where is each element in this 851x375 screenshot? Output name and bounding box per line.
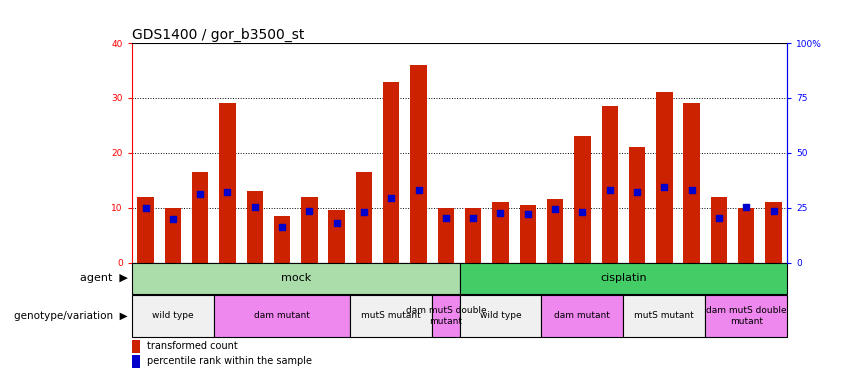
Bar [629, 147, 645, 262]
Bar [705, 295, 787, 337]
Text: mutS mutant: mutS mutant [635, 311, 694, 320]
Point [248, 204, 261, 210]
Text: GDS1400 / gor_b3500_st: GDS1400 / gor_b3500_st [132, 28, 305, 42]
Point [439, 214, 453, 220]
Bar [602, 106, 618, 262]
Point [466, 214, 480, 220]
Text: mutS mutant: mutS mutant [362, 311, 421, 320]
Point [603, 187, 616, 193]
Bar [437, 208, 454, 262]
Text: dam mutant: dam mutant [254, 311, 310, 320]
Text: agent  ▶: agent ▶ [80, 273, 128, 284]
Bar [247, 191, 263, 262]
Point [412, 187, 426, 193]
Bar [765, 202, 782, 262]
Bar [465, 208, 482, 262]
Bar [220, 104, 236, 262]
Text: wild type: wild type [152, 311, 194, 320]
Text: genotype/variation  ▶: genotype/variation ▶ [14, 311, 128, 321]
Point [275, 224, 288, 230]
Text: dam mutS double
mutant: dam mutS double mutant [406, 306, 486, 326]
Text: mock: mock [281, 273, 311, 284]
Bar [547, 200, 563, 262]
Point [193, 192, 207, 198]
Text: dam mutant: dam mutant [555, 311, 610, 320]
Point [767, 208, 780, 214]
Bar [410, 65, 427, 262]
Bar [356, 172, 372, 262]
Point [220, 189, 234, 195]
Bar [132, 263, 460, 294]
Point [521, 211, 534, 217]
Bar [623, 295, 705, 337]
Point [357, 209, 371, 215]
Text: wild type: wild type [480, 311, 522, 320]
Bar [574, 136, 591, 262]
Point [658, 184, 671, 190]
Point [548, 206, 562, 212]
Bar [132, 340, 140, 352]
Bar [460, 295, 541, 337]
Bar [214, 295, 351, 337]
Point [166, 216, 180, 222]
Bar [137, 196, 154, 262]
Bar [656, 93, 672, 262]
Bar [432, 295, 460, 337]
Text: dam mutS double
mutant: dam mutS double mutant [706, 306, 786, 326]
Text: transformed count: transformed count [147, 341, 237, 351]
Text: cisplatin: cisplatin [600, 273, 647, 284]
Bar [192, 172, 208, 262]
Point [494, 210, 507, 216]
Bar [165, 208, 181, 262]
Bar [328, 210, 345, 262]
Bar [711, 196, 727, 262]
Point [575, 209, 589, 215]
Point [712, 214, 726, 220]
Point [631, 189, 644, 195]
Bar [132, 355, 140, 368]
Text: percentile rank within the sample: percentile rank within the sample [147, 357, 312, 366]
Bar [351, 295, 432, 337]
Point [303, 208, 317, 214]
Bar [301, 196, 317, 262]
Bar [383, 81, 399, 262]
Point [139, 205, 152, 211]
Point [685, 187, 699, 193]
Bar [541, 295, 623, 337]
Bar [520, 205, 536, 262]
Point [385, 195, 398, 201]
Bar [683, 104, 700, 262]
Point [330, 220, 344, 226]
Bar [493, 202, 509, 262]
Bar [738, 208, 755, 262]
Bar [274, 216, 290, 262]
Bar [132, 295, 214, 337]
Point [740, 204, 753, 210]
Bar [460, 263, 787, 294]
